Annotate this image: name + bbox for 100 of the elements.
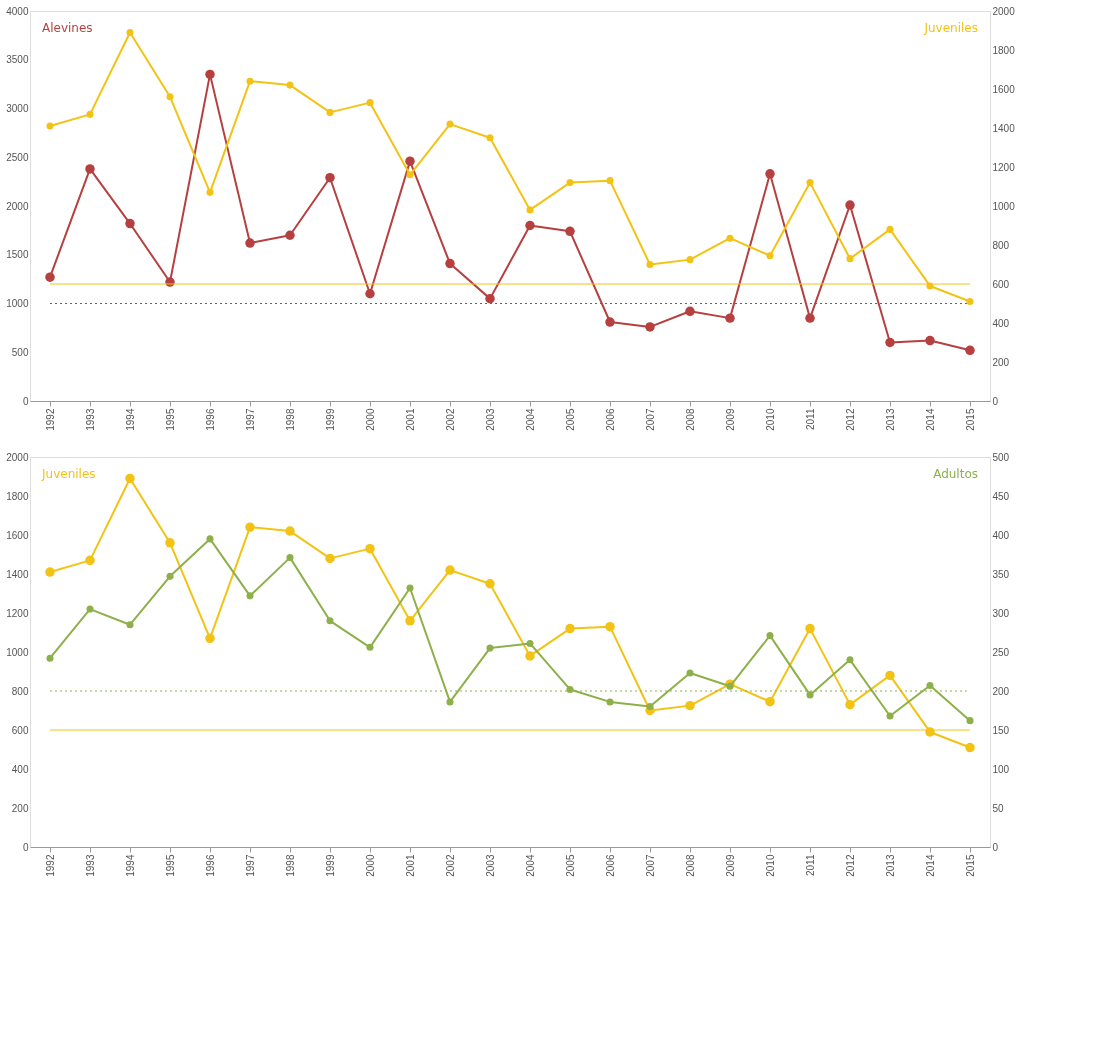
y2-tick-label: 800 [992,239,1010,251]
y2-tick-label: 0 [992,841,999,853]
point [845,699,855,710]
point [125,473,135,484]
point [366,99,374,107]
x-tick-label: 1998 [284,408,296,431]
x-tick-label: 2009 [724,854,736,877]
y2-tick-label: 600 [992,278,1010,290]
x-tick-label: 2008 [684,408,696,431]
y-tick-label: 3500 [6,54,29,66]
point [406,171,414,179]
x-tick-label: 1996 [204,854,216,877]
point [206,188,214,196]
x-tick-label: 2013 [884,408,896,431]
y2-tick-label: 250 [992,646,1010,658]
point [766,632,774,640]
x-tick-label: 2008 [684,854,696,877]
point [365,543,375,554]
x-tick-label: 1995 [164,408,176,431]
x-tick-label: 2001 [404,408,416,431]
y2-tick-label: 400 [992,529,1010,541]
point [166,93,174,101]
point [925,335,935,346]
point [446,698,454,706]
y-tick-label: 1600 [6,529,29,541]
point [606,177,614,185]
y-tick-label: 1000 [6,298,29,309]
point [565,226,575,237]
point [125,218,135,229]
point [765,696,775,707]
x-tick-label: 1999 [324,854,336,877]
x-tick-label: 2010 [764,408,776,431]
point [45,567,55,577]
point [86,605,94,613]
y-tick-label: 2000 [6,451,29,463]
y-tick-label: 2500 [6,151,29,163]
x-tick-label: 2006 [604,854,616,877]
point [525,651,535,661]
x-tick-label: 2014 [924,854,936,877]
point [566,685,574,693]
point [405,616,415,626]
point [965,742,975,753]
y-tick-label: 1200 [6,607,29,619]
point [85,555,95,566]
y2-tick-label: 1000 [992,200,1016,212]
point [806,691,814,699]
point [846,656,854,664]
point [766,252,774,260]
y2-tick-label: 400 [992,317,1010,329]
point [966,717,974,725]
y-tick-label: 0 [22,395,29,407]
point [245,238,255,248]
y-tick-label: 1500 [6,249,29,261]
x-tick-label: 1997 [244,408,256,431]
point [805,623,815,634]
x-tick-label: 1996 [204,408,216,431]
point [725,313,735,323]
point [246,77,254,85]
point [45,272,55,282]
text: Juveniles [923,21,978,35]
point [685,700,695,711]
y-tick-label: 1400 [6,568,29,580]
point [486,644,494,652]
point [886,712,894,720]
x-tick-label: 2009 [724,408,736,431]
x-tick-label: 1992 [44,408,56,431]
y2-tick-label: 450 [992,490,1010,502]
point [285,230,295,240]
point [206,535,214,543]
point [286,81,294,89]
y2-tick-label: 500 [992,451,1010,463]
point [286,554,294,562]
point [485,579,495,589]
point [645,322,655,332]
x-tick-label: 2004 [524,854,536,877]
point [886,225,894,233]
y-tick-label: 4000 [6,5,29,17]
x-tick-label: 1998 [284,854,296,877]
point [565,623,575,634]
x-tick-label: 2002 [444,408,456,431]
point [85,164,95,174]
x-tick-label: 2013 [884,854,896,877]
point [46,122,54,130]
point [126,28,134,36]
point [486,134,494,142]
point [965,345,975,356]
x-tick-label: 2003 [484,854,496,877]
point [165,538,175,548]
x-tick-label: 2002 [444,854,456,877]
point [285,526,295,536]
point [365,289,375,299]
y2-tick-label: 2000 [992,5,1016,17]
point [46,654,54,662]
point [526,639,534,647]
x-tick-label: 1993 [84,854,96,877]
y-tick-label: 1800 [6,490,29,502]
point [245,522,255,532]
point [885,337,895,348]
y2-tick-label: 1600 [992,83,1016,95]
point [606,698,614,706]
